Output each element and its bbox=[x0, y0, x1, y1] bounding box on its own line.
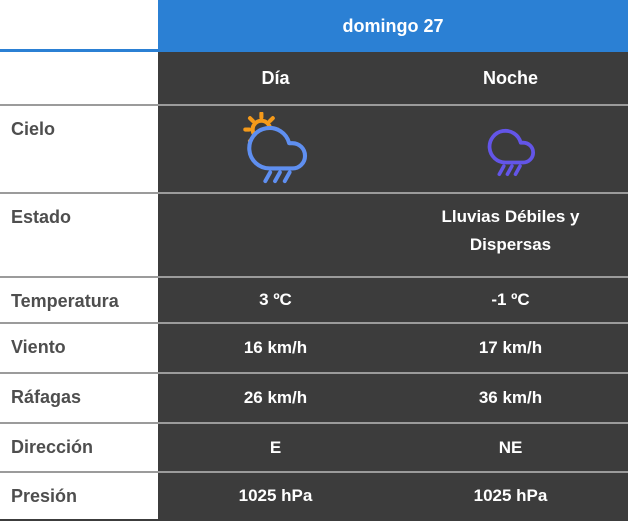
cielo-night-cell bbox=[393, 106, 628, 192]
column-header-night: Noche bbox=[393, 52, 628, 104]
row-label-cielo: Cielo bbox=[0, 106, 158, 192]
direccion-day-value: E bbox=[158, 424, 393, 471]
date-header-row: domingo 27 bbox=[0, 0, 628, 52]
row-separator bbox=[0, 372, 628, 374]
column-header-day: Día bbox=[158, 52, 393, 104]
daynight-header-row: Día Noche bbox=[0, 52, 628, 104]
row-separator bbox=[0, 322, 628, 324]
row-viento: Viento 16 km/h 17 km/h bbox=[0, 324, 628, 372]
label-column-spacer bbox=[0, 0, 158, 52]
rain-cloud-icon bbox=[487, 129, 535, 176]
day-tab-domingo-27[interactable]: domingo 27 bbox=[158, 0, 628, 52]
row-label-temperatura: Temperatura bbox=[0, 278, 158, 322]
viento-day-value: 16 km/h bbox=[158, 324, 393, 372]
row-separator bbox=[0, 104, 628, 106]
temperatura-night-value: -1 ºC bbox=[393, 278, 628, 322]
label-column-spacer bbox=[0, 52, 158, 104]
rafagas-night-value: 36 km/h bbox=[393, 374, 628, 422]
row-estado: Estado Lluvias Débiles y Dispersas bbox=[0, 194, 628, 276]
row-separator bbox=[0, 422, 628, 424]
row-separator bbox=[0, 192, 628, 194]
viento-night-value: 17 km/h bbox=[393, 324, 628, 372]
estado-night-value: Lluvias Débiles y Dispersas bbox=[393, 194, 628, 276]
row-presion: Presión 1025 hPa 1025 hPa bbox=[0, 473, 628, 519]
row-label-viento: Viento bbox=[0, 324, 158, 372]
sun-cloud-rain-icon bbox=[242, 112, 307, 184]
row-separator bbox=[0, 471, 628, 473]
cielo-day-cell bbox=[158, 106, 393, 192]
row-label-rafagas: Ráfagas bbox=[0, 374, 158, 422]
row-separator bbox=[0, 276, 628, 278]
row-label-direccion: Dirección bbox=[0, 424, 158, 471]
row-rafagas: Ráfagas 26 km/h 36 km/h bbox=[0, 374, 628, 422]
row-label-estado: Estado bbox=[0, 194, 158, 276]
row-cielo: Cielo bbox=[0, 106, 628, 192]
row-direccion: Dirección E NE bbox=[0, 424, 628, 471]
table-bottom-border bbox=[0, 519, 628, 521]
row-label-presion: Presión bbox=[0, 473, 158, 519]
presion-day-value: 1025 hPa bbox=[158, 473, 393, 519]
row-temperatura: Temperatura 3 ºC -1 ºC bbox=[0, 278, 628, 322]
direccion-night-value: NE bbox=[393, 424, 628, 471]
rafagas-day-value: 26 km/h bbox=[158, 374, 393, 422]
temperatura-day-value: 3 ºC bbox=[158, 278, 393, 322]
estado-day-value bbox=[158, 194, 393, 276]
presion-night-value: 1025 hPa bbox=[393, 473, 628, 519]
